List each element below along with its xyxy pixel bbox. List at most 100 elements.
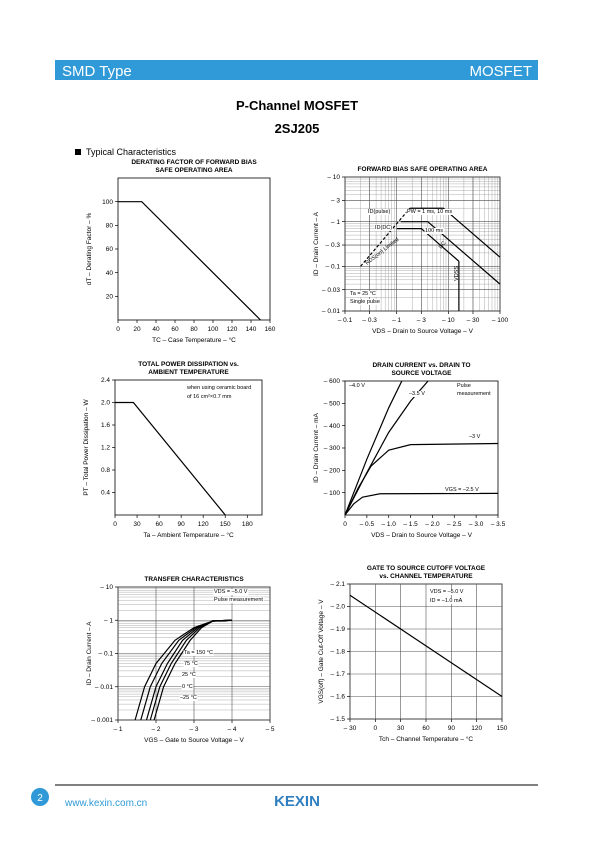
annotation: 100 ms [425, 228, 443, 234]
chart-title: GATE TO SOURCE CUTOFF VOLTAGE [367, 565, 486, 572]
annotation: VGS = –2.5 V [445, 487, 479, 493]
chart-title: DERATING FACTOR OF FORWARD BIAS [131, 159, 257, 166]
data-line [400, 221, 501, 285]
annotation: ID(pulse) [368, 209, 390, 215]
y-tick-label: 60 [106, 246, 114, 253]
annotation-bg [348, 383, 366, 389]
annotation-bg [456, 383, 472, 389]
y-tick-label: – 0.01 [95, 684, 113, 691]
y-tick-label: – 600 [324, 378, 341, 385]
x-tick-label: – 3 [189, 726, 198, 733]
x-tick-label: 90 [448, 725, 456, 732]
page-number: 2 [37, 793, 43, 804]
x-tick-label: 20 [133, 326, 141, 333]
x-tick-label: – 5 [265, 726, 274, 733]
x-axis-label: TC – Case Temperature – °C [152, 336, 236, 344]
x-axis-label: VDS – Drain to Source Voltage – V [371, 532, 472, 539]
y-tick-label: 2.4 [101, 377, 110, 384]
y-tick-label: 0.4 [101, 490, 110, 497]
y-tick-label: – 200 [324, 468, 341, 475]
annotation-bg [179, 695, 198, 701]
annotation-bg [213, 589, 249, 595]
x-tick-label: – 2.5 [447, 521, 462, 528]
x-axis-label: VDS – Drain to Source Voltage – V [372, 328, 473, 335]
chart-title: DRAIN CURRENT vs. DRAIN TO [372, 362, 470, 369]
chart-title: SOURCE VOLTAGE [391, 370, 452, 377]
y-axis-label: PT – Total Power Dissipation – W [83, 399, 90, 496]
y-tick-label: – 3 [331, 198, 340, 205]
x-tick-label: – 3.5 [491, 521, 506, 528]
annotation: –4.0 V [349, 383, 365, 389]
annotation: –3.5 V [409, 391, 425, 397]
data-line [360, 207, 411, 267]
x-tick-label: – 1.0 [381, 521, 396, 528]
x-tick-label: – 0.5 [360, 521, 375, 528]
chart: 0 20 40 60 80 100 120 140 160 20 40 60 80 100 DERATING… [86, 159, 276, 344]
page-badge [31, 788, 49, 806]
x-tick-label: 90 [178, 521, 186, 528]
x-tick-label: 40 [152, 326, 160, 333]
annotation-bg [185, 385, 252, 391]
plot-frame [114, 379, 263, 516]
x-axis-label: Tch – Channel Temperature – °C [379, 735, 474, 743]
y-tick-label: – 0.03 [322, 287, 340, 294]
annotation-bg [424, 228, 444, 234]
annotation-bg [429, 598, 464, 604]
chart: – 1 – 2 – 3 – 4 – 5 – 0.001 – 0.01 – 0.1 – 1 – 10… [86, 576, 275, 744]
plot-frame [117, 177, 271, 321]
annotation-bg [186, 394, 233, 400]
y-tick-label: – 1.6 [331, 694, 346, 701]
y-tick-label: – 1 [104, 617, 113, 624]
annotation-bg [213, 597, 264, 603]
x-tick-label: 60 [155, 521, 163, 528]
footer-logo: KEXIN [274, 793, 320, 810]
y-tick-label: – 0.3 [326, 242, 341, 249]
plot-frame [344, 380, 499, 516]
header-right: MOSFET [470, 63, 533, 80]
chart: 0 – 0.5 – 1.0 – 1.5 – 2.0 – 2.5 – 3.0 – 3.5 – 10… [313, 362, 506, 539]
annotation: ID = –1.0 mA [430, 598, 463, 604]
annotation-bg [349, 299, 381, 305]
x-tick-label: – 3.0 [469, 521, 484, 528]
x-tick-label: – 30 [467, 317, 480, 324]
annotation: of 16 cm²×0.7 mm [187, 394, 232, 400]
annotation-bg [181, 684, 194, 690]
chart-title: SAFE OPERATING AREA [155, 167, 233, 174]
data-line [153, 619, 233, 721]
x-tick-label: 60 [171, 326, 179, 333]
data-line [409, 207, 501, 258]
header-bar [55, 60, 538, 80]
annotation-bg [183, 650, 214, 656]
doc-title: P-Channel MOSFET [236, 98, 358, 113]
x-tick-label: 60 [422, 725, 430, 732]
chart-title: vs. CHANNEL TEMPERATURE [379, 573, 473, 580]
x-axis-label: Ta – Ambient Temperature – °C [143, 531, 234, 539]
x-tick-label: 100 [208, 326, 219, 333]
annotation: Single pulse [350, 299, 380, 305]
annotation: VDS = –5.0 V [214, 589, 248, 595]
x-tick-label: 120 [471, 725, 482, 732]
x-tick-label: 0 [374, 725, 378, 732]
part-number: 2SJ205 [275, 121, 320, 136]
annotation: –25 °C [180, 695, 197, 701]
x-tick-label: 120 [227, 326, 238, 333]
chart: – 0.1 – 0.3 – 1 – 3 – 10 – 30 – 100 – 0.01 – 0.0… [313, 166, 509, 335]
x-tick-label: – 0.1 [338, 317, 353, 324]
x-tick-label: 140 [246, 326, 257, 333]
annotation: 75 °C [184, 661, 198, 667]
header-left: SMD Type [62, 63, 132, 80]
annotation: 25 °C [182, 672, 196, 678]
y-tick-label: – 1.5 [331, 716, 346, 723]
data-line [118, 201, 261, 321]
bullet [75, 149, 81, 155]
x-tick-label: – 0.3 [362, 317, 377, 324]
annotation-bg [181, 672, 197, 678]
chart-title: AMBIENT TEMPERATURE [148, 369, 229, 376]
y-tick-label: 1.6 [101, 422, 110, 429]
y-tick-label: – 1.9 [331, 626, 346, 633]
x-tick-label: 30 [133, 521, 141, 528]
x-tick-label: – 1 [392, 317, 401, 324]
y-axis-label: ID – Drain Current – A [313, 211, 320, 276]
annotation: –3 V [469, 434, 481, 440]
